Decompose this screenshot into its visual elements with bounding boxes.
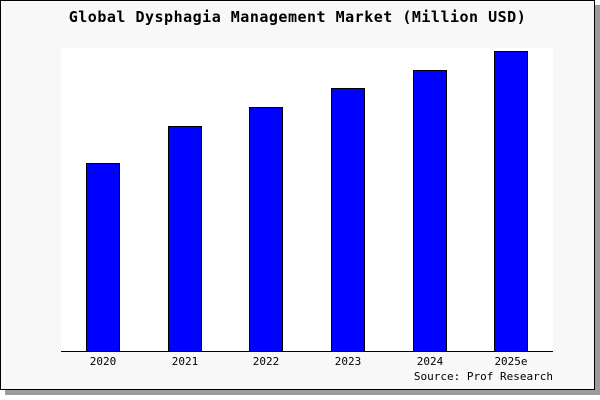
bar-2020 (86, 163, 120, 351)
x-tick-label-2020: 2020 (89, 355, 117, 368)
bar-2021 (168, 126, 202, 351)
bar-2023 (331, 88, 365, 351)
source-note: Source: Prof Research (413, 370, 553, 383)
x-tick-label-2025e: 2025e (494, 355, 528, 368)
x-tick-label-2021: 2021 (171, 355, 199, 368)
x-tick-label-2022: 2022 (252, 355, 280, 368)
chart-title: Global Dysphagia Management Market (Mill… (68, 8, 527, 26)
x-tick-label-2024: 2024 (416, 355, 444, 368)
chart-card: Global Dysphagia Management Market (Mill… (0, 0, 595, 390)
bar-2022 (249, 107, 283, 351)
plot-area (61, 48, 553, 352)
bar-2024 (413, 70, 447, 351)
x-tick-label-2023: 2023 (334, 355, 362, 368)
bar-2025e (494, 51, 528, 351)
